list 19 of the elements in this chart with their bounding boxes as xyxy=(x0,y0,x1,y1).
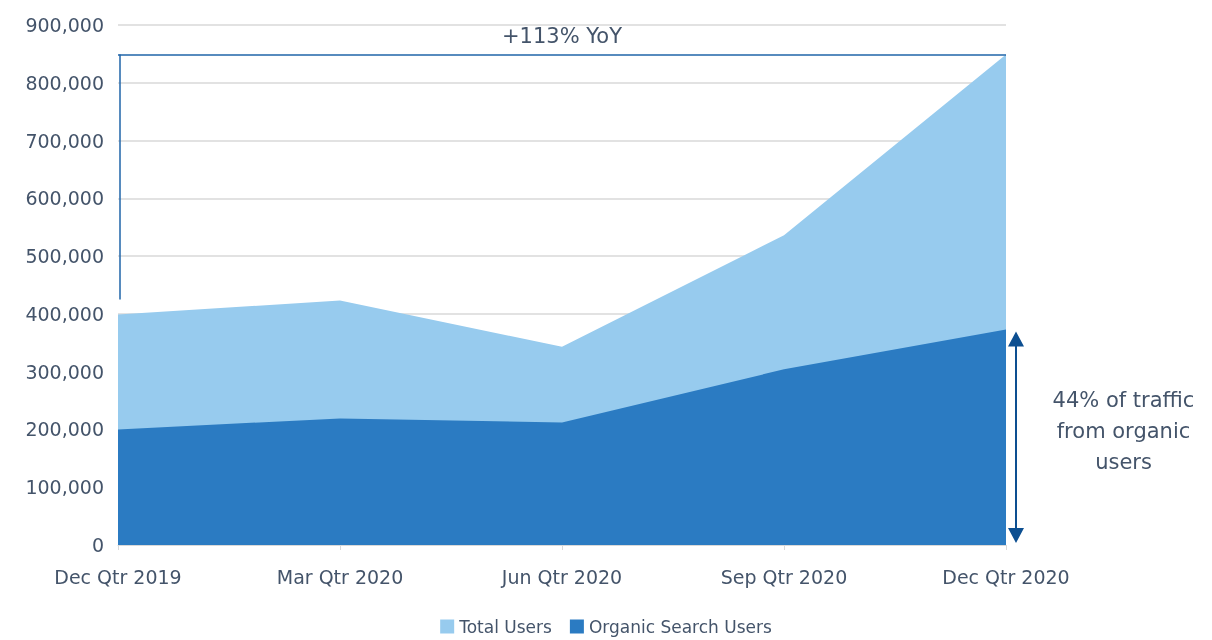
x-tick-label: Dec Qtr 2020 xyxy=(942,565,1070,588)
x-tick-label: Mar Qtr 2020 xyxy=(276,565,404,588)
ref-line-label: +113% YoY xyxy=(501,23,623,48)
y-tick-label: 100,000 xyxy=(25,476,104,499)
legend-label: Organic Search Users xyxy=(588,616,772,637)
y-tick-label: 800,000 xyxy=(25,71,104,94)
y-tick-label: 200,000 xyxy=(25,418,104,441)
text: 44% of traffic from organic users xyxy=(1051,387,1196,477)
x-tick-label: Sep Qtr 2020 xyxy=(720,565,848,588)
y-tick-label: 700,000 xyxy=(25,129,104,152)
y-tick-label: 600,000 xyxy=(25,187,104,210)
y-tick-label: 300,000 xyxy=(25,360,104,383)
y-tick-label: 400,000 xyxy=(25,302,104,325)
y-tick-label: 900,000 xyxy=(25,14,104,36)
x-tick-label: Jun Qtr 2020 xyxy=(500,565,623,588)
x-tick-label: Dec Qtr 2019 xyxy=(54,565,182,588)
legend-label: Total Users xyxy=(458,616,553,637)
y-tick-label: 500,000 xyxy=(25,245,104,268)
y-tick-label: 0 xyxy=(91,534,104,556)
